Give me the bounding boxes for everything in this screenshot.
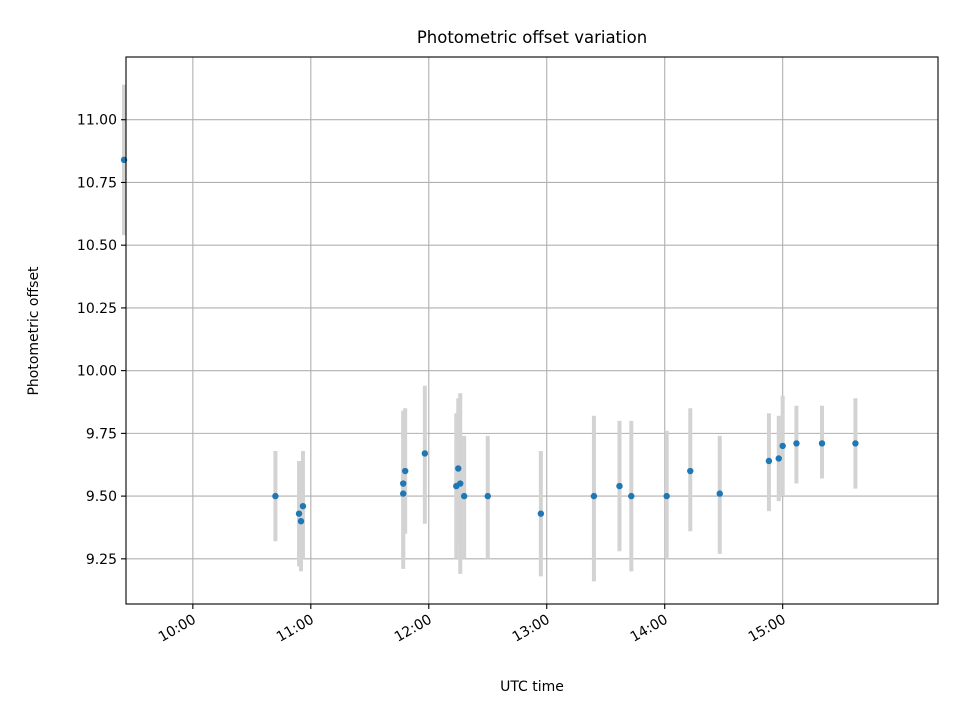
x-tick-label: 10:00 [156, 612, 199, 646]
data-point [765, 457, 773, 465]
data-point [590, 492, 598, 500]
data-point [455, 465, 462, 472]
x-tick-label: 13:00 [510, 612, 553, 646]
data-point [663, 492, 670, 500]
grid-lines [126, 57, 938, 604]
data-point [272, 492, 279, 500]
data-point [775, 455, 782, 462]
data-point [400, 490, 407, 497]
data-point [484, 492, 491, 500]
x-tick-label: 11:00 [274, 612, 317, 646]
chart-title: Photometric offset variation [417, 28, 647, 47]
y-axis-label: Photometric offset [26, 266, 42, 396]
data-point [299, 502, 307, 510]
data-points [120, 156, 859, 525]
data-point [295, 510, 303, 517]
data-point [716, 490, 723, 497]
data-point [687, 467, 694, 475]
y-tick-label: 10.00 [77, 364, 117, 380]
data-point [852, 440, 859, 447]
data-point [793, 440, 800, 447]
y-tick-label: 10.75 [77, 175, 117, 191]
data-point [401, 467, 409, 475]
axis-ticks: 10:00 11:00 12:00 13:00 14:00 15:00 9.25 9.50 9.… [77, 113, 789, 646]
data-point [779, 442, 786, 450]
y-tick-label: 9.75 [86, 426, 117, 442]
plot-area-frame [125, 56, 939, 605]
x-axis-label: UTC time [500, 679, 564, 695]
error-bars [122, 84, 858, 582]
data-point [616, 482, 623, 490]
y-tick-label: 9.50 [86, 489, 117, 505]
data-point [537, 510, 545, 517]
y-tick-label: 11.00 [77, 113, 117, 129]
data-point [457, 480, 464, 487]
x-tick-label: 14:00 [628, 612, 671, 646]
y-tick-label: 9.25 [86, 552, 117, 568]
y-tick-label: 10.50 [77, 238, 117, 254]
data-point [818, 440, 826, 447]
data-point [460, 492, 468, 500]
x-tick-label: 12:00 [392, 612, 435, 646]
data-point [421, 450, 429, 457]
data-point [297, 517, 305, 525]
x-tick-label: 15:00 [746, 612, 789, 646]
y-tick-label: 10.25 [77, 301, 117, 317]
data-point [400, 480, 407, 487]
data-point [628, 492, 635, 500]
